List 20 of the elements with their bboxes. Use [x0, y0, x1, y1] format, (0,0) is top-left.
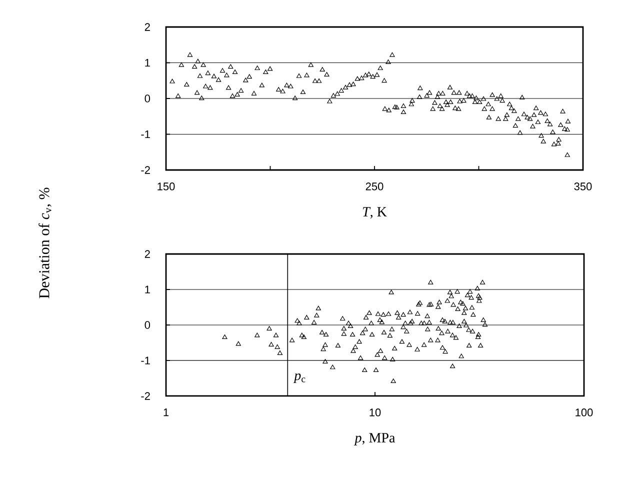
y-tick-label: -2 [141, 392, 150, 400]
y-tick-label: 0 [144, 321, 150, 329]
y-tick-label: 1 [145, 286, 150, 294]
y-tick-label: 2 [144, 250, 150, 258]
x-tick-label: 100 [576, 408, 593, 416]
x-axis-title: T, K [362, 207, 387, 218]
x-tick-label: 250 [366, 182, 384, 190]
y-tick-label: 2 [144, 23, 150, 31]
y-tick-label: -1 [141, 130, 150, 138]
x-tick-label: 350 [574, 182, 592, 190]
x-axis-title: p, MPa [354, 433, 396, 446]
x-tick-label: 1 [164, 408, 169, 416]
x-tick-label: 10 [370, 408, 381, 416]
y-axis-title: Deviation of c$_{v}$, % [38, 188, 52, 298]
x-tick-label: 150 [158, 182, 175, 190]
y-tick-label: 1 [145, 58, 150, 67]
y-tick-label: -2 [141, 166, 150, 174]
y-tick-label: 0 [144, 94, 150, 102]
y-tick-label: -1 [141, 356, 150, 364]
ref-line-label: p$_{c}$ [293, 373, 306, 384]
